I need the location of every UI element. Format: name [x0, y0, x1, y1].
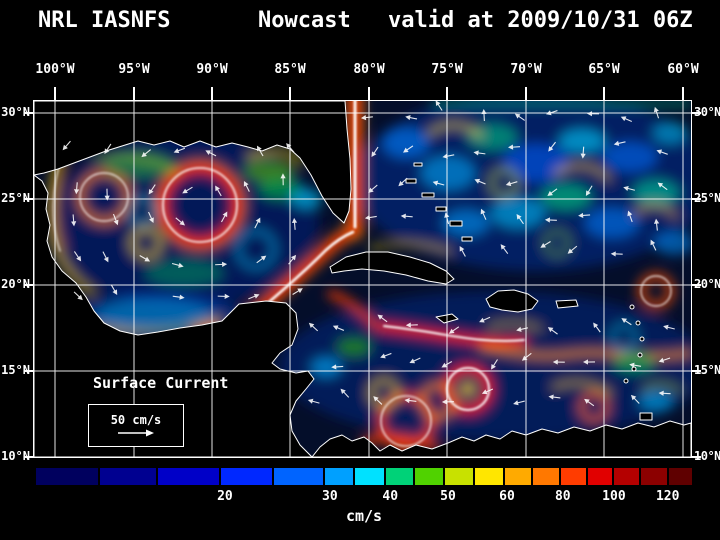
colorbar-segment [504, 468, 531, 485]
colorbar-segment [641, 468, 667, 485]
product-type: Nowcast [258, 8, 351, 33]
lat-label-right: 15°N [694, 363, 720, 377]
lon-tick [525, 87, 527, 100]
vector-scale-arrow [118, 429, 154, 437]
lat-label-left: 15°N [1, 363, 30, 377]
lon-tick [211, 87, 213, 100]
lon-label: 100°W [35, 62, 75, 77]
lat-label-right: 10°N [694, 449, 720, 463]
lat-label-left: 30°N [1, 105, 30, 119]
current-map [34, 101, 691, 457]
lon-tick [446, 87, 448, 100]
lat-label-left: 10°N [1, 449, 30, 463]
colorbar-tick-label: 20 [217, 489, 233, 504]
colorbar-tick-label: 50 [440, 489, 456, 504]
land-bahamas [405, 162, 473, 242]
lon-tick [603, 87, 605, 100]
lon-tick [368, 87, 370, 100]
lat-tick-right [692, 284, 701, 286]
lat-tick-left [24, 456, 33, 458]
colorbar-segment [324, 468, 354, 485]
lon-tick [54, 87, 56, 100]
lon-label: 60°W [667, 62, 699, 77]
vector-scale-label: 50 cm/s [110, 413, 162, 427]
land-cuba [329, 251, 455, 285]
lat-tick-left [24, 370, 33, 372]
colorbar [36, 468, 692, 485]
colorbar-tick-label: 120 [655, 489, 680, 504]
lat-tick-left [24, 112, 33, 114]
colorbar-tick-label: 80 [554, 489, 571, 504]
lat-tick-left [24, 198, 33, 200]
land-puerto-rico [555, 299, 579, 309]
grid-layer [34, 101, 691, 457]
valid-time: valid at 2009/10/31 06Z [388, 8, 693, 33]
vector-scale-box: 50 cm/s [88, 404, 184, 447]
lon-tick [133, 87, 135, 100]
field-label: Surface Current [93, 374, 229, 392]
lat-label-left: 20°N [1, 277, 30, 291]
colorbar-tick-label: 100 [602, 489, 626, 504]
colorbar-segment [613, 468, 640, 485]
colorbar-segment [385, 468, 414, 485]
land-hispaniola [485, 289, 539, 313]
lon-label: 80°W [353, 62, 385, 77]
colorbar-segment [415, 468, 443, 485]
lat-label-right: 25°N [694, 191, 720, 205]
lon-label: 95°W [118, 62, 150, 77]
colorbar-segment [668, 468, 692, 485]
colorbar-segment [444, 468, 473, 485]
lon-tick [289, 87, 291, 100]
lon-label: 65°W [588, 62, 620, 77]
colorbar-tick-label: 40 [382, 489, 399, 504]
lon-label: 85°W [274, 62, 306, 77]
colorbar-segment [221, 468, 273, 485]
colorbar-segment [532, 468, 560, 485]
colorbar-segment [587, 468, 612, 485]
colorbar-tick-label: 30 [322, 489, 338, 504]
colorbar-segment [158, 468, 220, 485]
current-arrows [62, 101, 675, 407]
colorbar-segment [355, 468, 384, 485]
lat-label-right: 30°N [694, 105, 720, 119]
colorbar-unit: cm/s [345, 507, 383, 525]
lat-tick-right [692, 112, 701, 114]
colorbar-segment [274, 468, 323, 485]
land-north-america [34, 101, 352, 224]
lat-label-left: 25°N [1, 191, 30, 205]
colorbar-segment [100, 468, 157, 485]
colorbar-segment [474, 468, 503, 485]
colorbar-segment [561, 468, 586, 485]
colorbar-tick-label: 60 [499, 489, 515, 504]
lat-tick-right [692, 456, 701, 458]
lon-label: 70°W [510, 62, 542, 77]
lon-label: 75°W [431, 62, 463, 77]
lat-tick-right [692, 370, 701, 372]
lon-tick [682, 87, 684, 100]
map-frame [33, 100, 692, 458]
model-name: NRL IASNFS [38, 8, 171, 33]
land-trinidad [639, 412, 653, 421]
lat-tick-left [24, 284, 33, 286]
land-south-america [311, 420, 691, 457]
lon-label: 90°W [196, 62, 228, 77]
lat-label-right: 20°N [694, 277, 720, 291]
lat-tick-right [692, 198, 701, 200]
land-layer [34, 101, 691, 457]
colorbar-segment [36, 468, 99, 485]
